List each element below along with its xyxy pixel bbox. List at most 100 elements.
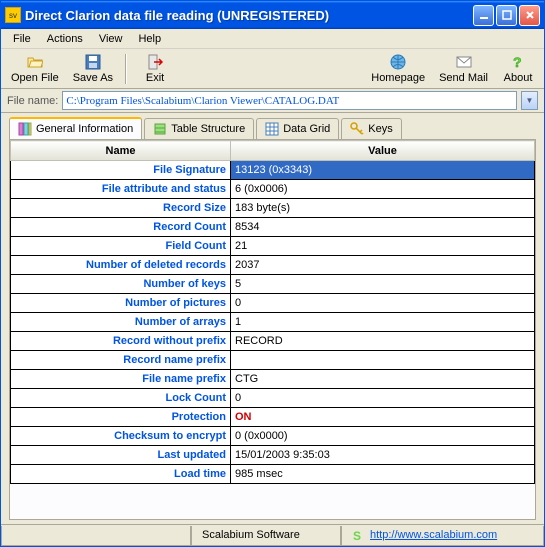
titlebar: sv Direct Clarion data file reading (UNR…	[1, 1, 544, 29]
menu-file[interactable]: File	[5, 31, 39, 47]
property-value	[231, 351, 535, 370]
property-name: Last updated	[11, 446, 231, 465]
exit-label: Exit	[146, 72, 164, 84]
tab-keys[interactable]: Keys	[341, 118, 401, 139]
exit-button[interactable]: Exit	[133, 52, 177, 86]
property-value: 0	[231, 294, 535, 313]
property-name: Record Count	[11, 218, 231, 237]
svg-text:?: ?	[513, 54, 522, 70]
app-icon: sv	[5, 7, 21, 23]
filebar: File name: ▼	[1, 89, 544, 113]
property-value: 8534	[231, 218, 535, 237]
table-row[interactable]: Record without prefixRECORD	[11, 332, 535, 351]
property-name: Lock Count	[11, 389, 231, 408]
menu-view[interactable]: View	[91, 31, 131, 47]
open-file-label: Open File	[11, 72, 59, 84]
save-as-button[interactable]: Save As	[67, 52, 119, 86]
table-row[interactable]: Number of arrays1	[11, 313, 535, 332]
table-row[interactable]: Record Count8534	[11, 218, 535, 237]
link-icon: S	[352, 528, 366, 542]
property-value: RECORD	[231, 332, 535, 351]
floppy-icon	[85, 54, 101, 70]
status-software: Scalabium Software	[191, 526, 341, 546]
property-name: Field Count	[11, 237, 231, 256]
close-button[interactable]	[519, 5, 540, 26]
globe-icon	[390, 54, 406, 70]
key-icon	[350, 122, 364, 136]
status-empty	[1, 526, 191, 546]
property-name: Load time	[11, 465, 231, 484]
structure-icon	[153, 122, 167, 136]
filename-label: File name:	[7, 95, 58, 107]
property-value: 21	[231, 237, 535, 256]
about-button[interactable]: ? About	[496, 52, 540, 86]
send-mail-button[interactable]: Send Mail	[433, 52, 494, 86]
status-url: http://www.scalabium.com	[370, 529, 497, 541]
send-mail-label: Send Mail	[439, 72, 488, 84]
table-row[interactable]: Lock Count0	[11, 389, 535, 408]
minimize-button[interactable]	[473, 5, 494, 26]
property-name: Checksum to encrypt	[11, 427, 231, 446]
filename-dropdown[interactable]: ▼	[521, 91, 538, 110]
menu-actions[interactable]: Actions	[39, 31, 91, 47]
status-link[interactable]: S http://www.scalabium.com	[341, 526, 544, 546]
tab-general-information[interactable]: General Information	[9, 117, 142, 139]
property-name: Record Size	[11, 199, 231, 218]
property-name: Record name prefix	[11, 351, 231, 370]
table-row[interactable]: Load time985 msec	[11, 465, 535, 484]
table-row[interactable]: Number of keys5	[11, 275, 535, 294]
tab-grid-label: Data Grid	[283, 123, 330, 135]
tab-structure-label: Table Structure	[171, 123, 245, 135]
property-name: File Signature	[11, 161, 231, 180]
property-value: 183 byte(s)	[231, 199, 535, 218]
property-grid[interactable]: Name Value File Signature13123 (0x3343)F…	[10, 140, 535, 519]
toolbar: Open File Save As Exit Homepage Send Mai…	[1, 49, 544, 89]
save-as-label: Save As	[73, 72, 113, 84]
table-row[interactable]: Number of pictures0	[11, 294, 535, 313]
table-row[interactable]: Record name prefix	[11, 351, 535, 370]
open-file-button[interactable]: Open File	[5, 52, 65, 86]
tab-table-structure[interactable]: Table Structure	[144, 118, 254, 139]
table-row[interactable]: File name prefixCTG	[11, 370, 535, 389]
table-row[interactable]: Checksum to encrypt0 (0x0000)	[11, 427, 535, 446]
column-header-value[interactable]: Value	[231, 141, 535, 161]
property-value: 0	[231, 389, 535, 408]
exit-icon	[147, 54, 163, 70]
property-value: 5	[231, 275, 535, 294]
property-value: 13123 (0x3343)	[231, 161, 535, 180]
property-name: Protection	[11, 408, 231, 427]
window-title: Direct Clarion data file reading (UNREGI…	[25, 8, 473, 23]
folder-open-icon	[27, 54, 43, 70]
homepage-button[interactable]: Homepage	[365, 52, 431, 86]
column-header-name[interactable]: Name	[11, 141, 231, 161]
property-value: ON	[231, 408, 535, 427]
columns-icon	[18, 122, 32, 136]
tab-keys-label: Keys	[368, 123, 392, 135]
table-row[interactable]: Record Size183 byte(s)	[11, 199, 535, 218]
toolbar-separator	[125, 54, 127, 84]
table-row[interactable]: Number of deleted records2037	[11, 256, 535, 275]
property-value: CTG	[231, 370, 535, 389]
mail-icon	[456, 54, 472, 70]
property-value: 1	[231, 313, 535, 332]
menu-help[interactable]: Help	[130, 31, 169, 47]
table-row[interactable]: ProtectionON	[11, 408, 535, 427]
tabbar: General Information Table Structure Data…	[1, 113, 544, 139]
table-row[interactable]: Field Count21	[11, 237, 535, 256]
property-value: 15/01/2003 9:35:03	[231, 446, 535, 465]
about-icon: ?	[510, 54, 526, 70]
property-value: 0 (0x0000)	[231, 427, 535, 446]
table-row[interactable]: File attribute and status6 (0x0006)	[11, 180, 535, 199]
tab-general-label: General Information	[36, 123, 133, 135]
homepage-label: Homepage	[371, 72, 425, 84]
property-value: 6 (0x0006)	[231, 180, 535, 199]
table-row[interactable]: File Signature13123 (0x3343)	[11, 161, 535, 180]
filename-input[interactable]	[62, 91, 517, 110]
table-row[interactable]: Last updated15/01/2003 9:35:03	[11, 446, 535, 465]
property-name: Record without prefix	[11, 332, 231, 351]
menubar: File Actions View Help	[1, 29, 544, 49]
maximize-button[interactable]	[496, 5, 517, 26]
statusbar: Scalabium Software S http://www.scalabiu…	[1, 524, 544, 546]
about-label: About	[504, 72, 533, 84]
tab-data-grid[interactable]: Data Grid	[256, 118, 339, 139]
